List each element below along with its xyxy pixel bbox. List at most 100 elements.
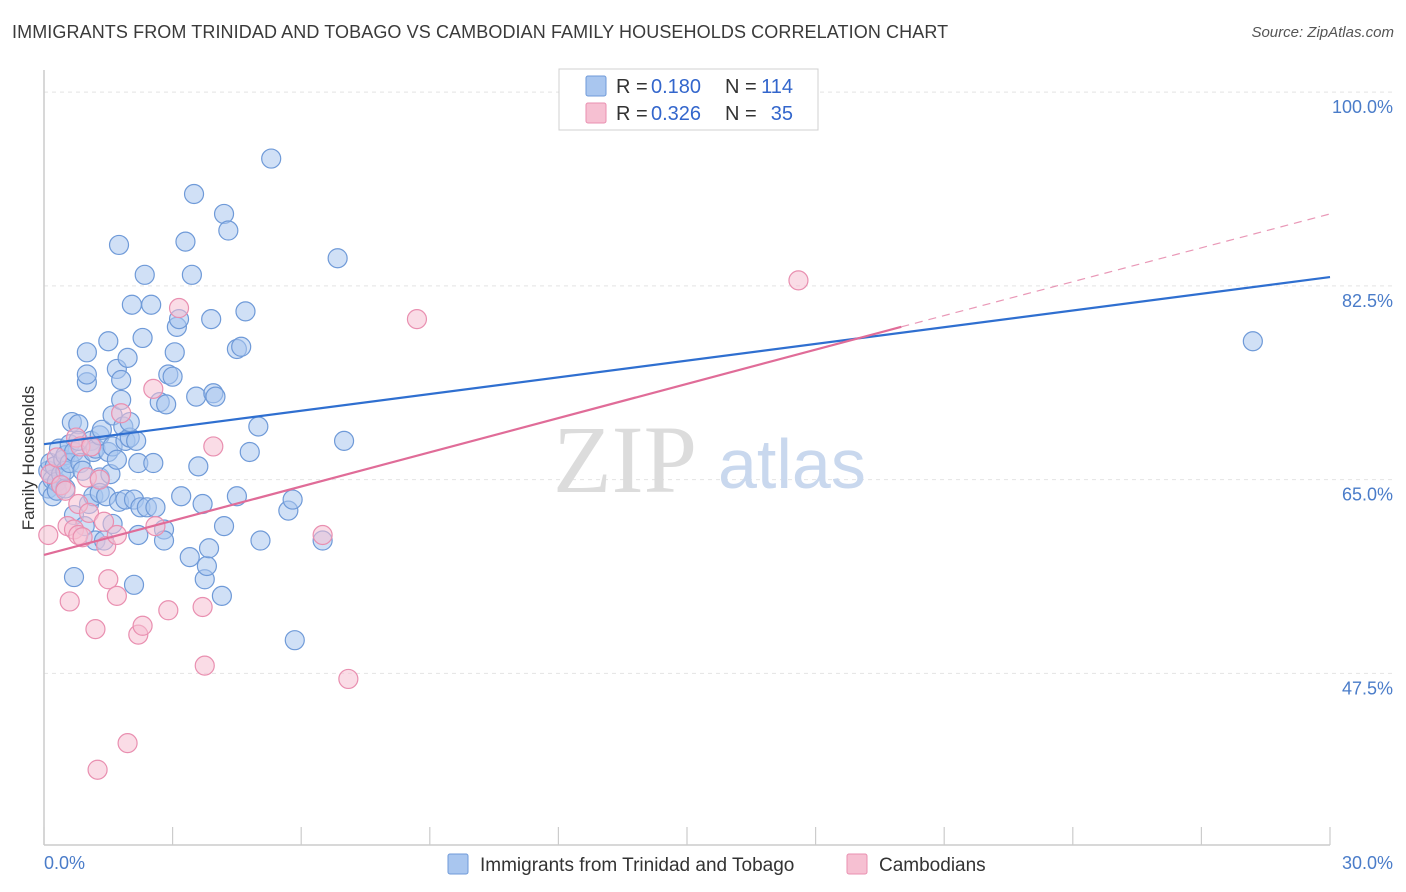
trinidad-point: [211, 585, 232, 606]
watermark: ZIP atlas: [553, 406, 866, 513]
y-axis-title: Family Households: [19, 386, 38, 531]
trinidad-point: [123, 574, 145, 595]
trinidad-point: [63, 566, 85, 588]
legend-n-value-pink: 35: [771, 103, 793, 125]
legend-r-label-pink: R =: [616, 103, 648, 125]
legend-n-label-blue: N =: [725, 76, 757, 98]
trinidad-point: [198, 538, 220, 559]
watermark-zip: ZIP: [553, 406, 697, 513]
trinidad-point: [98, 331, 119, 352]
trend-line-trinidad: [43, 275, 1331, 446]
trinidad-point: [250, 530, 271, 551]
cambodian-point: [85, 619, 106, 640]
trinidad-point: [126, 430, 147, 451]
trinidad-point: [121, 294, 142, 315]
legend-n-value-blue: 114: [761, 76, 793, 98]
x-ticks: [43, 827, 1331, 845]
legend-r-label-blue: R =: [616, 76, 648, 98]
cambodian-point: [203, 436, 224, 457]
bottom-legend-swatch-pink: [846, 853, 868, 875]
trinidad-point: [235, 301, 256, 322]
trend-line-cambodian-extension: [901, 213, 1331, 328]
x-tick-labels: 0.0% 30.0%: [44, 853, 1393, 873]
cambodian-point: [87, 759, 108, 780]
chart-source: Source: ZipAtlas.com: [1251, 24, 1394, 41]
y-tick-label: 100.0%: [1332, 97, 1393, 117]
trinidad-point: [205, 386, 226, 407]
cambodian-point: [55, 480, 76, 501]
cambodian-point: [59, 591, 80, 612]
trinidad-point: [239, 441, 260, 463]
bottom-legend-label-cambodians: Cambodians: [879, 855, 986, 876]
trend-lines: [43, 213, 1331, 556]
cambodian-point: [143, 378, 164, 399]
trinidad-point: [171, 486, 192, 507]
series-trinidad-points: [38, 148, 1263, 651]
cambodian-point: [81, 436, 102, 457]
cambodian-point: [168, 297, 190, 319]
legend-swatch-blue: [585, 75, 607, 97]
cambodian-point: [78, 502, 100, 523]
legend-n-label-pink: N =: [725, 103, 757, 125]
trinidad-point: [145, 497, 166, 518]
trinidad-point: [248, 416, 269, 437]
trinidad-point: [162, 366, 183, 387]
cambodian-point: [788, 270, 809, 291]
cambodian-point: [98, 569, 119, 590]
x-tick-label-min: 0.0%: [44, 853, 85, 873]
trinidad-point: [156, 394, 177, 415]
trinidad-point: [76, 342, 97, 363]
trinidad-point: [231, 336, 252, 357]
trinidad-point: [226, 486, 247, 507]
cambodian-point: [111, 403, 132, 424]
cambodian-point: [194, 655, 215, 676]
legend-swatch-pink: [585, 102, 607, 124]
trinidad-point: [218, 220, 239, 241]
bottom-legend-swatch-blue: [447, 853, 469, 875]
x-tick-label-max: 30.0%: [1342, 853, 1393, 873]
cambodian-point: [38, 524, 59, 546]
y-tick-labels: 47.5% 65.0% 82.5% 100.0%: [1332, 97, 1393, 698]
y-tick-label: 82.5%: [1342, 291, 1393, 311]
trinidad-point: [333, 430, 355, 451]
trinidad-point: [106, 449, 127, 470]
trinidad-point: [132, 327, 153, 349]
trend-line-cambodian: [43, 325, 902, 556]
cambodian-point: [117, 733, 138, 754]
cambodian-point: [93, 511, 115, 532]
cambodian-point: [106, 585, 127, 606]
trinidad-point: [164, 342, 185, 363]
series-cambodian-points: [38, 270, 809, 780]
trinidad-point: [1242, 331, 1263, 352]
trinidad-point: [179, 547, 200, 568]
series-legend: Immigrants from Trinidad and Tobago Camb…: [447, 853, 986, 876]
trinidad-point: [261, 148, 282, 169]
trinidad-point: [284, 630, 305, 651]
trinidad-point: [143, 452, 164, 474]
trinidad-point: [117, 347, 138, 368]
legend-r-value-pink: 0.326: [651, 103, 701, 125]
y-tick-label: 47.5%: [1342, 678, 1393, 698]
trinidad-point: [327, 248, 348, 269]
grid-lines: [44, 91, 1395, 674]
trinidad-point: [201, 309, 222, 330]
cambodian-point: [72, 527, 93, 548]
trinidad-point: [181, 264, 202, 285]
cambodian-point: [192, 596, 213, 618]
trinidad-point: [111, 369, 132, 391]
trinidad-point: [76, 364, 97, 385]
cambodian-point: [46, 447, 67, 468]
cambodian-point: [338, 668, 359, 690]
y-tick-label: 65.0%: [1342, 485, 1393, 505]
bottom-legend-label-trinidad: Immigrants from Trinidad and Tobago: [480, 855, 794, 876]
stats-legend: R = 0.180 N = 114 R = 0.326 N = 35: [558, 68, 819, 131]
legend-r-value-blue: 0.180: [651, 76, 701, 98]
chart-title: IMMIGRANTS FROM TRINIDAD AND TOBAGO VS C…: [12, 22, 949, 42]
cambodian-point: [132, 615, 153, 636]
trinidad-point: [213, 516, 235, 537]
cambodian-point: [89, 469, 110, 490]
trinidad-point: [108, 234, 130, 256]
watermark-atlas: atlas: [718, 425, 866, 503]
trinidad-point: [183, 183, 205, 205]
